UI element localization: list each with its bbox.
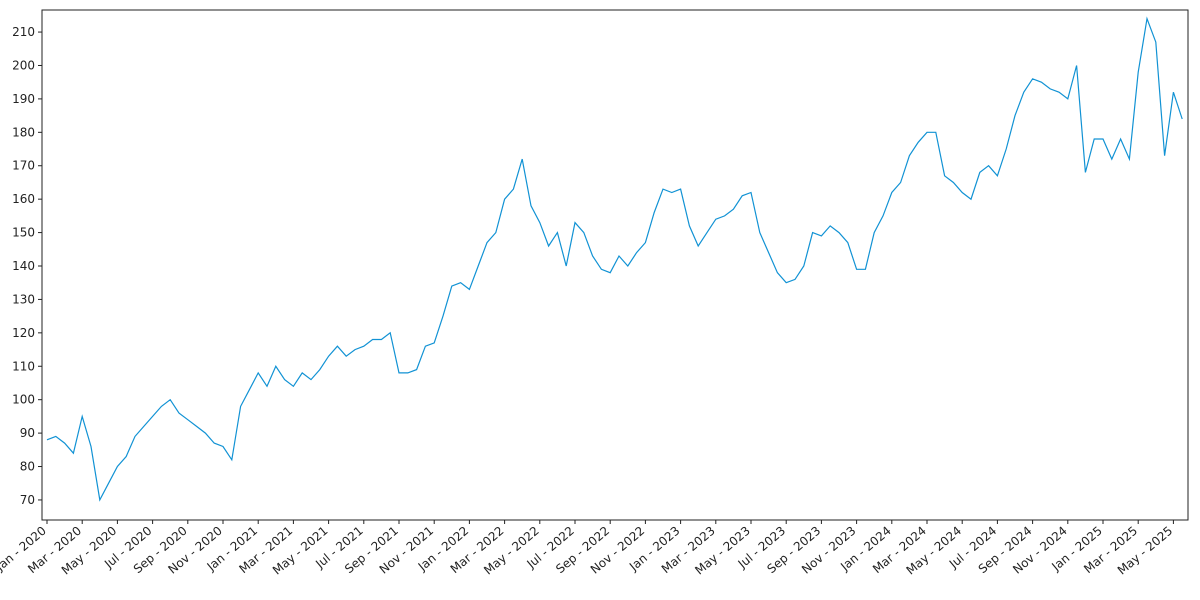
y-tick-label: 180 <box>12 125 35 139</box>
y-tick-label: 100 <box>12 393 35 407</box>
data-line <box>46 16 1183 502</box>
plot-frame <box>41 9 1189 521</box>
y-tick-label: 210 <box>12 25 35 39</box>
y-tick-label: 120 <box>12 326 35 340</box>
y-tick-label: 160 <box>12 192 35 206</box>
y-tick-label: 200 <box>12 58 35 72</box>
y-tick-label: 170 <box>12 159 35 173</box>
y-tick-label: 190 <box>12 92 35 106</box>
y-tick-label: 80 <box>20 460 35 474</box>
y-tick-label: 150 <box>12 226 35 240</box>
y-tick-label: 130 <box>12 292 35 306</box>
y-tick-label: 140 <box>12 259 35 273</box>
y-tick-label: 70 <box>20 493 35 507</box>
y-tick-label: 90 <box>20 426 35 440</box>
y-tick-label: 110 <box>12 359 35 373</box>
